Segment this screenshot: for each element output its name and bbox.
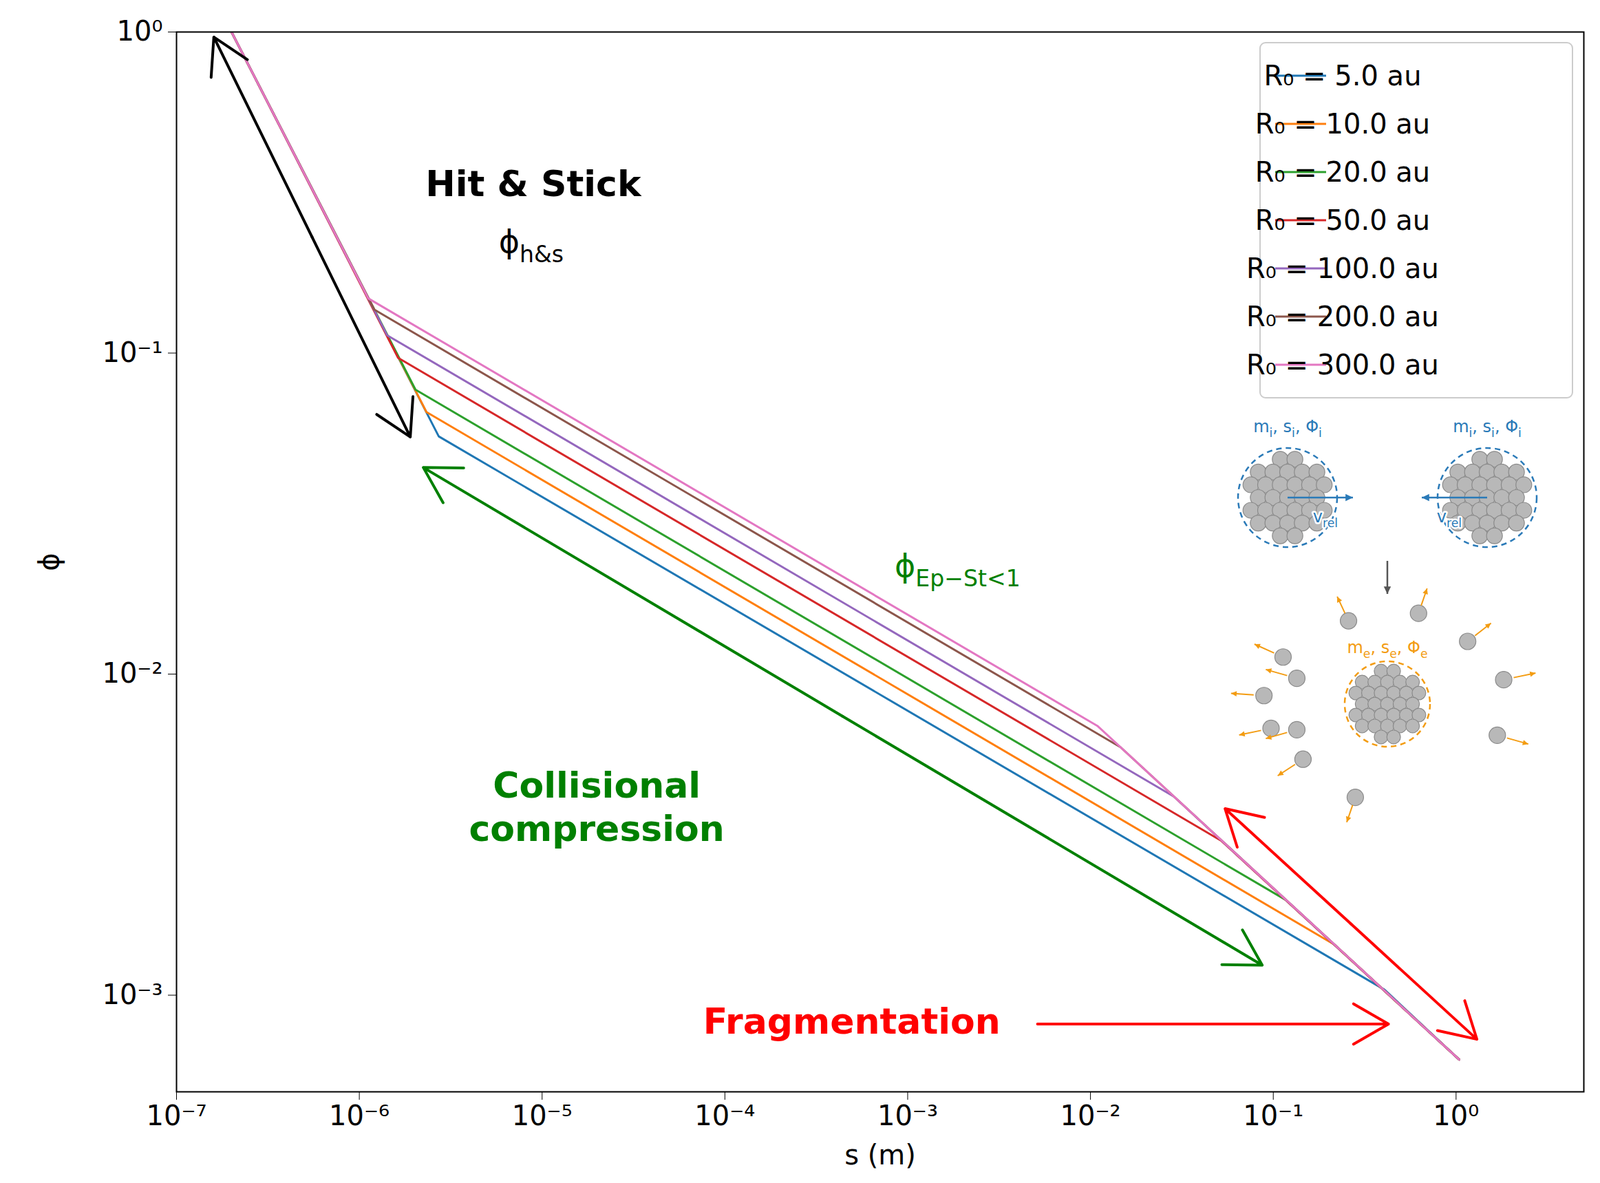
svg-text:R₀ = 20.0 au: R₀ = 20.0 au <box>1255 156 1431 188</box>
svg-text:vrel: vrel <box>1436 507 1462 530</box>
svg-text:R₀ = 300.0 au: R₀ = 300.0 au <box>1246 348 1439 381</box>
svg-text:10⁰: 10⁰ <box>1432 1099 1479 1132</box>
svg-text:mi, si, Φi: mi, si, Φi <box>1253 417 1322 440</box>
svg-text:10⁻⁷: 10⁻⁷ <box>145 1099 207 1132</box>
svg-text:10⁻¹: 10⁻¹ <box>1242 1099 1304 1132</box>
svg-text:10⁻⁴: 10⁻⁴ <box>694 1099 755 1132</box>
svg-text:ϕ: ϕ <box>33 552 65 571</box>
svg-text:Hit & Stick: Hit & Stick <box>425 163 643 205</box>
svg-text:s (m): s (m) <box>844 1138 916 1171</box>
svg-text:10⁻⁶: 10⁻⁶ <box>328 1099 390 1132</box>
svg-text:R₀ = 100.0 au: R₀ = 100.0 au <box>1246 252 1439 285</box>
svg-text:me, se, Φe: me, se, Φe <box>1346 637 1428 661</box>
svg-text:10⁻⁵: 10⁻⁵ <box>512 1099 573 1132</box>
svg-text:R₀ = 5.0 au: R₀ = 5.0 au <box>1264 59 1422 92</box>
svg-text:R₀ = 10.0 au: R₀ = 10.0 au <box>1255 108 1431 140</box>
svg-text:mi, si, Φi: mi, si, Φi <box>1452 417 1522 440</box>
svg-text:10⁻³: 10⁻³ <box>877 1099 938 1132</box>
svg-text:R₀ = 50.0 au: R₀ = 50.0 au <box>1255 204 1431 237</box>
svg-text:vrel: vrel <box>1313 507 1338 530</box>
svg-text:ϕh&s: ϕh&s <box>498 222 564 268</box>
svg-text:R₀ = 200.0 au: R₀ = 200.0 au <box>1246 300 1439 333</box>
svg-text:compression: compression <box>469 807 725 850</box>
svg-text:ϕEp−St<1: ϕEp−St<1 <box>894 547 1021 592</box>
svg-text:10⁻²: 10⁻² <box>1060 1099 1122 1132</box>
svg-text:Collisional: Collisional <box>492 764 701 806</box>
svg-text:10⁻²: 10⁻² <box>101 657 163 689</box>
svg-text:10⁻³: 10⁻³ <box>101 978 163 1011</box>
svg-text:Fragmentation: Fragmentation <box>703 1000 1001 1042</box>
svg-text:10⁻¹: 10⁻¹ <box>101 336 163 369</box>
svg-text:10⁰: 10⁰ <box>116 15 164 47</box>
